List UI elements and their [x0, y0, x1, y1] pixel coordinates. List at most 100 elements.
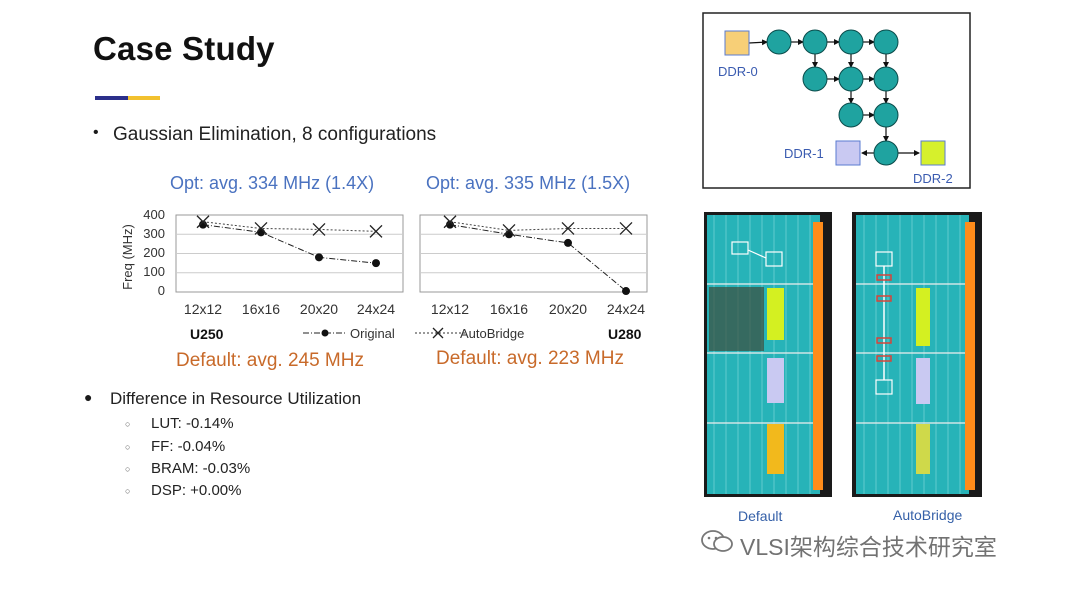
y-tick-label: 200	[143, 245, 165, 260]
series-line-original	[202, 224, 377, 264]
diagram-node	[873, 29, 899, 55]
data-point-original	[505, 230, 513, 239]
frequency-charts: Freq (MHz) 400 300 200 100 0 12x12 16x16…	[120, 207, 648, 342]
data-point-original	[315, 253, 323, 262]
y-tick-label: 100	[143, 264, 165, 279]
data-point-autobridge	[312, 222, 326, 236]
x-tick-label: 20x20	[300, 301, 338, 317]
data-point-autobridge	[502, 223, 516, 237]
x-tick-label: 24x24	[607, 301, 645, 317]
y-axis-label: Freq (MHz)	[120, 224, 135, 290]
floorplan-autobridge-caption: AutoBridge	[893, 507, 963, 523]
floorplan-default-box-a	[731, 241, 749, 255]
opt-label-u280: Opt: avg. 335 MHz (1.5X)	[426, 173, 631, 193]
floorplan-autobridge-pipeline-regs	[876, 274, 892, 362]
series-line-autobridge	[202, 221, 377, 232]
data-point-original	[199, 220, 207, 229]
series-line-autobridge	[449, 221, 626, 231]
resource-lut: LUT: -0.14%	[151, 415, 234, 432]
floorplan-default	[704, 212, 832, 497]
opt-label-u250: Opt: avg. 334 MHz (1.4X)	[170, 173, 375, 193]
data-point-autobridge	[196, 215, 210, 229]
data-point-autobridge	[254, 222, 268, 235]
watermark-text: VLSI架构综合技术研究室	[740, 534, 997, 560]
ddr0-block	[724, 30, 750, 56]
data-point-autobridge	[369, 224, 383, 238]
legend-autobridge-label: AutoBridge	[460, 326, 524, 341]
floorplan-autobridge	[852, 212, 982, 497]
bullet-dot: ●	[84, 389, 93, 405]
diagram-node	[766, 29, 792, 55]
y-tick-label: 400	[143, 207, 165, 222]
sub-bullet-dot: ○	[125, 464, 131, 474]
chart-u250-plot	[196, 215, 383, 268]
chart-u280-plot	[443, 215, 633, 296]
diagram-node	[873, 102, 899, 128]
resource-dsp: DSP: +0.00%	[151, 482, 242, 499]
x-tick-label: 20x20	[549, 301, 587, 317]
title-underline-yellow	[128, 96, 160, 100]
floorplan-autobridge-ddr0-region	[916, 424, 930, 474]
data-point-autobridge	[561, 222, 575, 235]
sub-bullet-dot: ○	[125, 442, 131, 452]
data-point-autobridge	[619, 222, 633, 235]
data-point-original	[257, 228, 265, 237]
board-label-u250: U250	[190, 326, 224, 342]
floorplan-default-slr-lines	[707, 283, 820, 424]
floorplan-default-ddr0-region	[767, 424, 784, 474]
bullet-resource: Difference in Resource Utilization	[110, 389, 362, 408]
ddr0-label: DDR-0	[718, 64, 758, 79]
diagram-node	[802, 66, 828, 92]
wechat-icon-svg	[701, 530, 733, 552]
diagram-edge	[748, 39, 768, 46]
data-point-original	[622, 287, 630, 296]
wechat-icon	[700, 528, 734, 554]
floorplan-default-dark-region	[709, 287, 764, 351]
ddr2-label: DDR-2	[913, 171, 953, 186]
diagram-node	[873, 66, 899, 92]
y-tick-label: 300	[143, 226, 165, 241]
diagram-node	[873, 140, 899, 166]
floorplan-autobridge-io-column	[965, 222, 975, 490]
floorplan-autobridge-ddr2-region	[916, 288, 930, 346]
diagram-node	[838, 102, 864, 128]
ddr1-label: DDR-1	[784, 146, 824, 161]
page-title: Case Study	[93, 30, 275, 67]
x-tick-label: 16x16	[490, 301, 528, 317]
ddr2-block	[920, 140, 946, 166]
floorplan-autobridge-ddr1-region	[916, 358, 930, 404]
floorplan-default-texture	[713, 215, 811, 494]
legend-autobridge-marker	[432, 327, 444, 339]
y-tick-label: 0	[158, 283, 165, 298]
x-tick-label: 16x16	[242, 301, 280, 317]
bullet-dot: •	[93, 124, 99, 141]
legend-original-marker	[321, 329, 329, 337]
sub-bullet-dot: ○	[125, 486, 131, 496]
chart-u280-grid	[420, 233, 647, 274]
diagram-node	[802, 29, 828, 55]
data-point-original	[372, 259, 380, 268]
legend-original-label: Original	[350, 326, 395, 341]
default-label-u280: Default: avg. 223 MHz	[436, 348, 624, 369]
floorplan-default-arrow	[747, 249, 767, 259]
default-label-u250: Default: avg. 245 MHz	[176, 350, 364, 371]
x-tick-label: 12x12	[184, 301, 222, 317]
ddr1-block	[835, 140, 861, 166]
floorplan-default-ddr1-region	[767, 358, 784, 403]
floorplan-default-io-column	[813, 222, 823, 490]
resource-ff: FF: -0.04%	[151, 438, 226, 455]
x-tick-label: 12x12	[431, 301, 469, 317]
resource-bram: BRAM: -0.03%	[151, 460, 251, 477]
diagram-node	[838, 29, 864, 55]
chart-u250-grid	[176, 233, 403, 274]
diagram-nodes	[766, 29, 899, 166]
floorplan-default-caption: Default	[738, 508, 783, 524]
bullet-gaussian: Gaussian Elimination, 8 configurations	[113, 124, 437, 145]
series-line-original	[449, 224, 627, 292]
title-underline-blue	[95, 96, 128, 100]
sub-bullet-dot: ○	[125, 419, 131, 429]
dataflow-diagram: DDR-0 DDR-1 DDR-2	[702, 12, 971, 189]
data-point-original	[446, 220, 454, 229]
data-point-autobridge	[443, 215, 457, 229]
floorplan-default-ddr2-region	[767, 288, 784, 340]
